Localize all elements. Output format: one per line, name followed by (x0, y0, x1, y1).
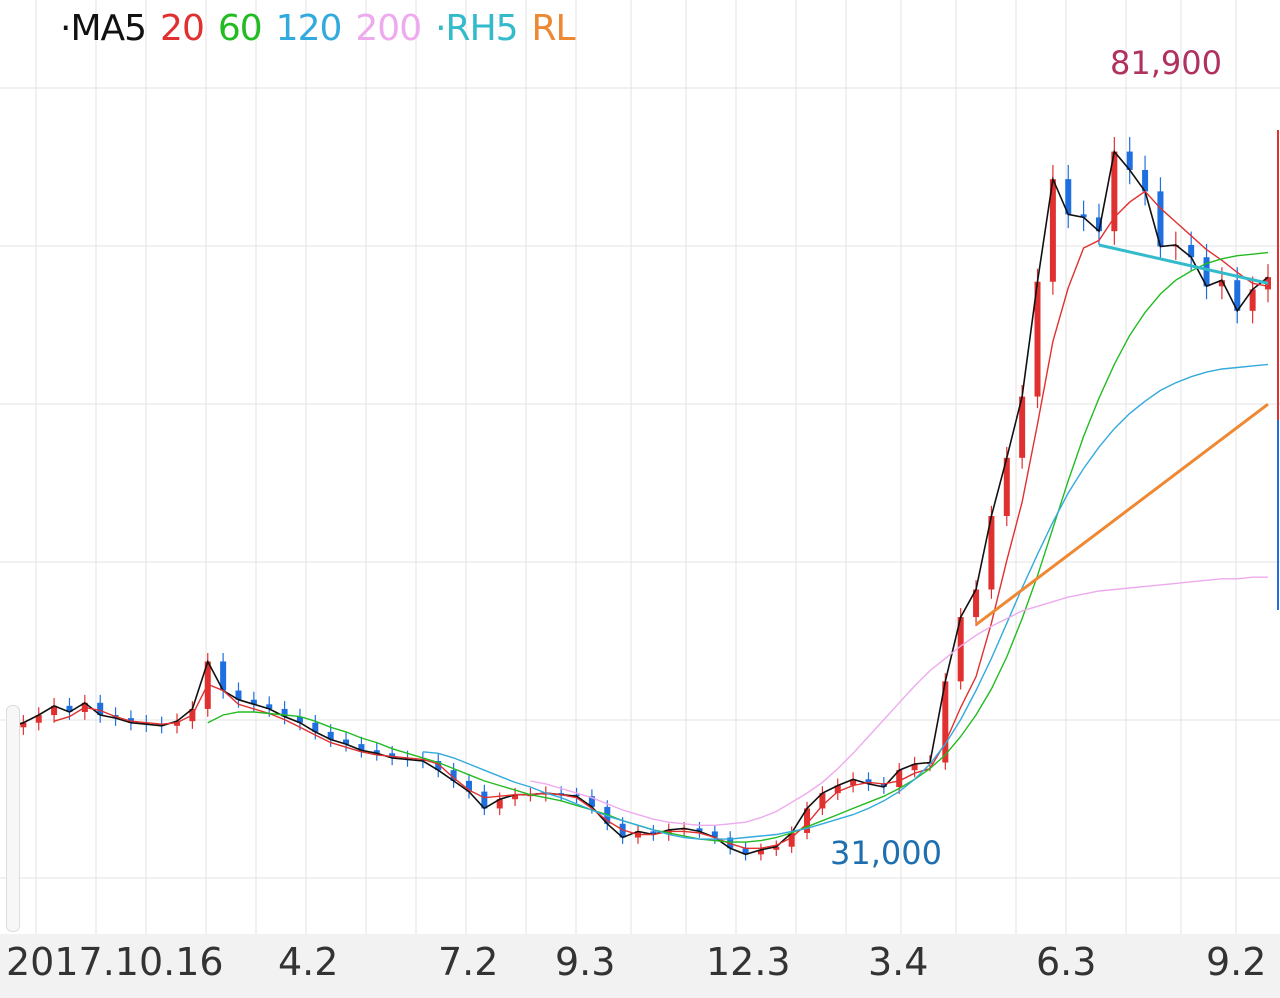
x-tick-label: 9.3 (555, 940, 616, 984)
candle-body (880, 783, 887, 788)
candle-body (296, 716, 303, 723)
candle-body (973, 589, 980, 618)
series-line-ma120 (422, 363, 1269, 840)
candle-body (250, 699, 257, 705)
candle-body (896, 770, 903, 788)
candle-body (312, 722, 319, 732)
candle-body (389, 753, 396, 758)
candle-body (1111, 151, 1118, 232)
candle-body (1218, 280, 1225, 287)
candle-body (1126, 151, 1133, 170)
candle-body (327, 731, 334, 740)
candle-body (988, 515, 995, 590)
legend: ·MA5 20 60 120 200 ·RH5 RL (60, 8, 589, 49)
candle-body (819, 793, 826, 809)
series-line-ma60 (207, 251, 1269, 843)
legend-rl: RL (531, 8, 576, 49)
candle-body (343, 739, 350, 745)
legend-ma200: 200 (355, 8, 422, 49)
candle-body (358, 744, 365, 751)
x-tick-label: 4.2 (278, 940, 339, 984)
candle-body (235, 690, 242, 700)
series-line-ma200 (530, 576, 1268, 826)
x-tick-label: 6.3 (1036, 940, 1097, 984)
candle-body (51, 705, 58, 716)
candle-body (66, 705, 73, 712)
candle-body (1095, 217, 1102, 232)
trendline-rh5 (1098, 243, 1269, 285)
candle-body (1019, 396, 1026, 458)
candle-body (373, 750, 380, 754)
legend-ma120: 120 (275, 8, 343, 49)
trendline-rl (975, 403, 1269, 626)
x-tick-label: 3.4 (868, 940, 929, 984)
candle-body (97, 702, 104, 716)
candle-body (127, 718, 134, 723)
candle-body (1249, 289, 1256, 311)
candle-body (1234, 280, 1241, 311)
candle-body (619, 823, 626, 838)
candle-body (834, 785, 841, 794)
x-tick-label: 2017.10.16 (6, 940, 224, 984)
candle-body (957, 617, 964, 682)
candle-body (742, 848, 749, 855)
candle-body (911, 764, 918, 771)
x-tick-label: 7.2 (438, 940, 499, 984)
legend-ma60: 60 (217, 8, 263, 49)
candle-body (1142, 169, 1149, 192)
candle-body (20, 722, 27, 728)
vertical-scrollbar[interactable] (6, 705, 20, 932)
candle-body (1003, 457, 1010, 516)
legend-rh5: ·RH5 (435, 8, 518, 49)
candle-body (1049, 179, 1056, 282)
candle-body (773, 846, 780, 850)
candle-body (1203, 257, 1210, 287)
candle-body (711, 831, 718, 838)
high-price-label: 81,900 (1110, 44, 1222, 82)
candle-body (850, 779, 857, 786)
candle-body (696, 828, 703, 832)
candle-body (481, 791, 488, 809)
candle-body (220, 661, 227, 691)
candle-body (588, 796, 595, 807)
x-axis (0, 934, 1280, 998)
candle-body (788, 832, 795, 847)
candle-body (650, 831, 657, 835)
low-price-label: 31,000 (830, 834, 942, 872)
candle-body (35, 715, 42, 723)
candle-body (281, 708, 288, 717)
candle-body (757, 849, 764, 855)
candle-body (1080, 214, 1087, 218)
candle-body (496, 799, 503, 809)
candle-body (1065, 179, 1072, 215)
candle-body (450, 770, 457, 781)
candle-body (942, 681, 949, 763)
candle-body (512, 794, 519, 800)
candle-body (266, 704, 273, 709)
x-tick-label: 9.2 (1206, 940, 1267, 984)
candle-body (465, 780, 472, 792)
x-tick-label: 12.3 (706, 940, 791, 984)
series-line-ma20 (53, 190, 1269, 849)
candle-body (865, 779, 872, 784)
candle-body (727, 837, 734, 849)
candle-body (804, 808, 811, 833)
series-line-price (7, 149, 1269, 856)
candle-body (174, 721, 181, 726)
candle-body (1157, 191, 1164, 247)
candle-body (1034, 281, 1041, 397)
candle-body (435, 760, 442, 771)
legend-ma20: 20 (160, 8, 205, 49)
legend-ma5: ·MA5 (60, 8, 147, 49)
candle-body (665, 829, 672, 835)
candle-body (1188, 244, 1195, 258)
